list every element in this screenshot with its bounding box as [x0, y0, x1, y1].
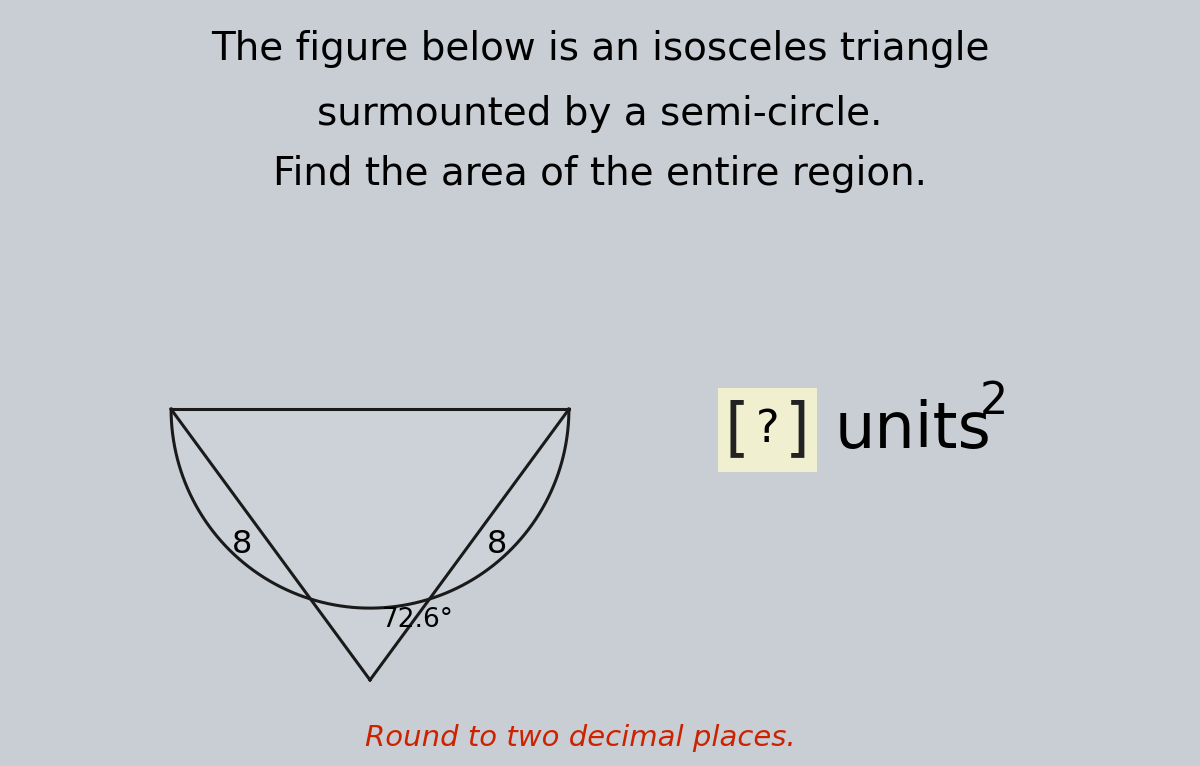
- Text: units: units: [835, 399, 992, 461]
- FancyBboxPatch shape: [718, 388, 817, 472]
- Text: 8: 8: [233, 529, 253, 560]
- Polygon shape: [172, 409, 569, 608]
- Text: Find the area of the entire region.: Find the area of the entire region.: [274, 155, 928, 193]
- Text: 72.6°: 72.6°: [382, 607, 454, 633]
- Text: ?: ?: [756, 408, 779, 451]
- Text: Round to two decimal places.: Round to two decimal places.: [365, 724, 796, 752]
- Text: surmounted by a semi-circle.: surmounted by a semi-circle.: [317, 95, 883, 133]
- Text: 8: 8: [487, 529, 508, 560]
- Text: 2: 2: [980, 381, 1008, 424]
- Text: ]: ]: [785, 399, 810, 461]
- Text: The figure below is an isosceles triangle: The figure below is an isosceles triangl…: [211, 30, 989, 68]
- Text: [: [: [725, 399, 750, 461]
- Polygon shape: [172, 409, 569, 680]
